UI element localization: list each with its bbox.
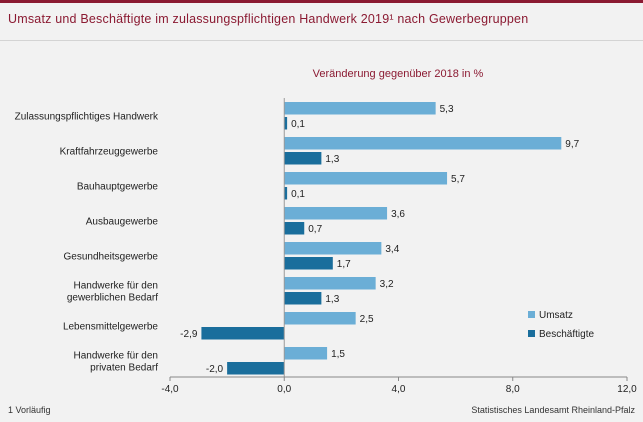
bar-umsatz-7 [284, 347, 328, 360]
x-tick-label: 12,0 [617, 384, 637, 395]
legend-label-beschaeftigte: Beschäftigte [539, 329, 594, 340]
category-label: Zulassungspflichtiges Handwerk [15, 111, 159, 122]
bar-umsatz-3 [284, 207, 388, 220]
category-label: gewerblichen Bedarf [67, 292, 158, 303]
category-label: Kraftfahrzeuggewerbe [60, 146, 159, 157]
bar-beschaeftigte-3 [284, 222, 305, 235]
source-note: Statistisches Landesamt Rheinland-Pfalz [471, 405, 635, 415]
category-label: Ausbaugewerbe [86, 216, 159, 227]
data-label: 3,4 [385, 244, 399, 255]
bar-umsatz-6 [284, 312, 356, 325]
legend-label-umsatz: Umsatz [539, 310, 573, 321]
data-label: 0,7 [308, 224, 322, 235]
x-tick-label: 4,0 [392, 384, 406, 395]
top-accent-rule [0, 0, 643, 3]
data-label: 1,3 [325, 154, 339, 165]
data-label: 1,3 [325, 294, 339, 305]
bar-umsatz-4 [284, 242, 382, 255]
data-label: 1,5 [331, 349, 345, 360]
data-label: -2,9 [180, 329, 198, 340]
data-label: 3,6 [391, 209, 405, 220]
category-label: Lebensmittelgewerbe [63, 321, 158, 332]
category-label: Handwerke für den [74, 280, 159, 291]
category-label: privaten Bedarf [90, 362, 158, 373]
legend-swatch-umsatz [528, 311, 535, 318]
bar-umsatz-1 [284, 137, 562, 150]
bar-beschaeftigte-0 [284, 117, 288, 130]
chart-title: Umsatz und Beschäftigte im zulassungspfl… [8, 12, 529, 26]
bar-chart: Veränderung gegenüber 2018 in % 5,3 0,1 Zul… [15, 68, 638, 395]
data-label: 3,2 [380, 279, 394, 290]
category-label: Handwerke für den [74, 350, 159, 361]
x-tick-label: -4,0 [161, 384, 179, 395]
bar-umsatz-0 [284, 102, 436, 115]
data-label: 2,5 [360, 314, 374, 325]
x-tick-label: 8,0 [506, 384, 520, 395]
bar-beschaeftigte-2 [284, 187, 288, 200]
bar-beschaeftigte-6 [201, 327, 285, 340]
bar-beschaeftigte-4 [284, 257, 333, 270]
chart-subtitle: Veränderung gegenüber 2018 in % [313, 68, 484, 80]
data-label: 0,1 [291, 119, 305, 130]
footnote: 1 Vorläufig [8, 405, 51, 415]
bar-umsatz-2 [284, 172, 448, 185]
data-label: 5,3 [440, 104, 454, 115]
data-label: 5,7 [451, 174, 465, 185]
bar-beschaeftigte-1 [284, 152, 322, 165]
x-tick-label: 0,0 [277, 384, 291, 395]
data-label: -2,0 [206, 364, 224, 375]
bar-umsatz-5 [284, 277, 376, 290]
bar-beschaeftigte-7 [227, 362, 285, 375]
data-label: 0,1 [291, 189, 305, 200]
data-label: 1,7 [337, 259, 351, 270]
data-label: 9,7 [565, 139, 579, 150]
category-label: Bauhauptgewerbe [77, 181, 159, 192]
category-label: Gesundheitsgewerbe [63, 251, 158, 262]
legend-swatch-beschaeftigte [528, 330, 535, 337]
bar-beschaeftigte-5 [284, 292, 322, 305]
title-divider [0, 40, 643, 41]
